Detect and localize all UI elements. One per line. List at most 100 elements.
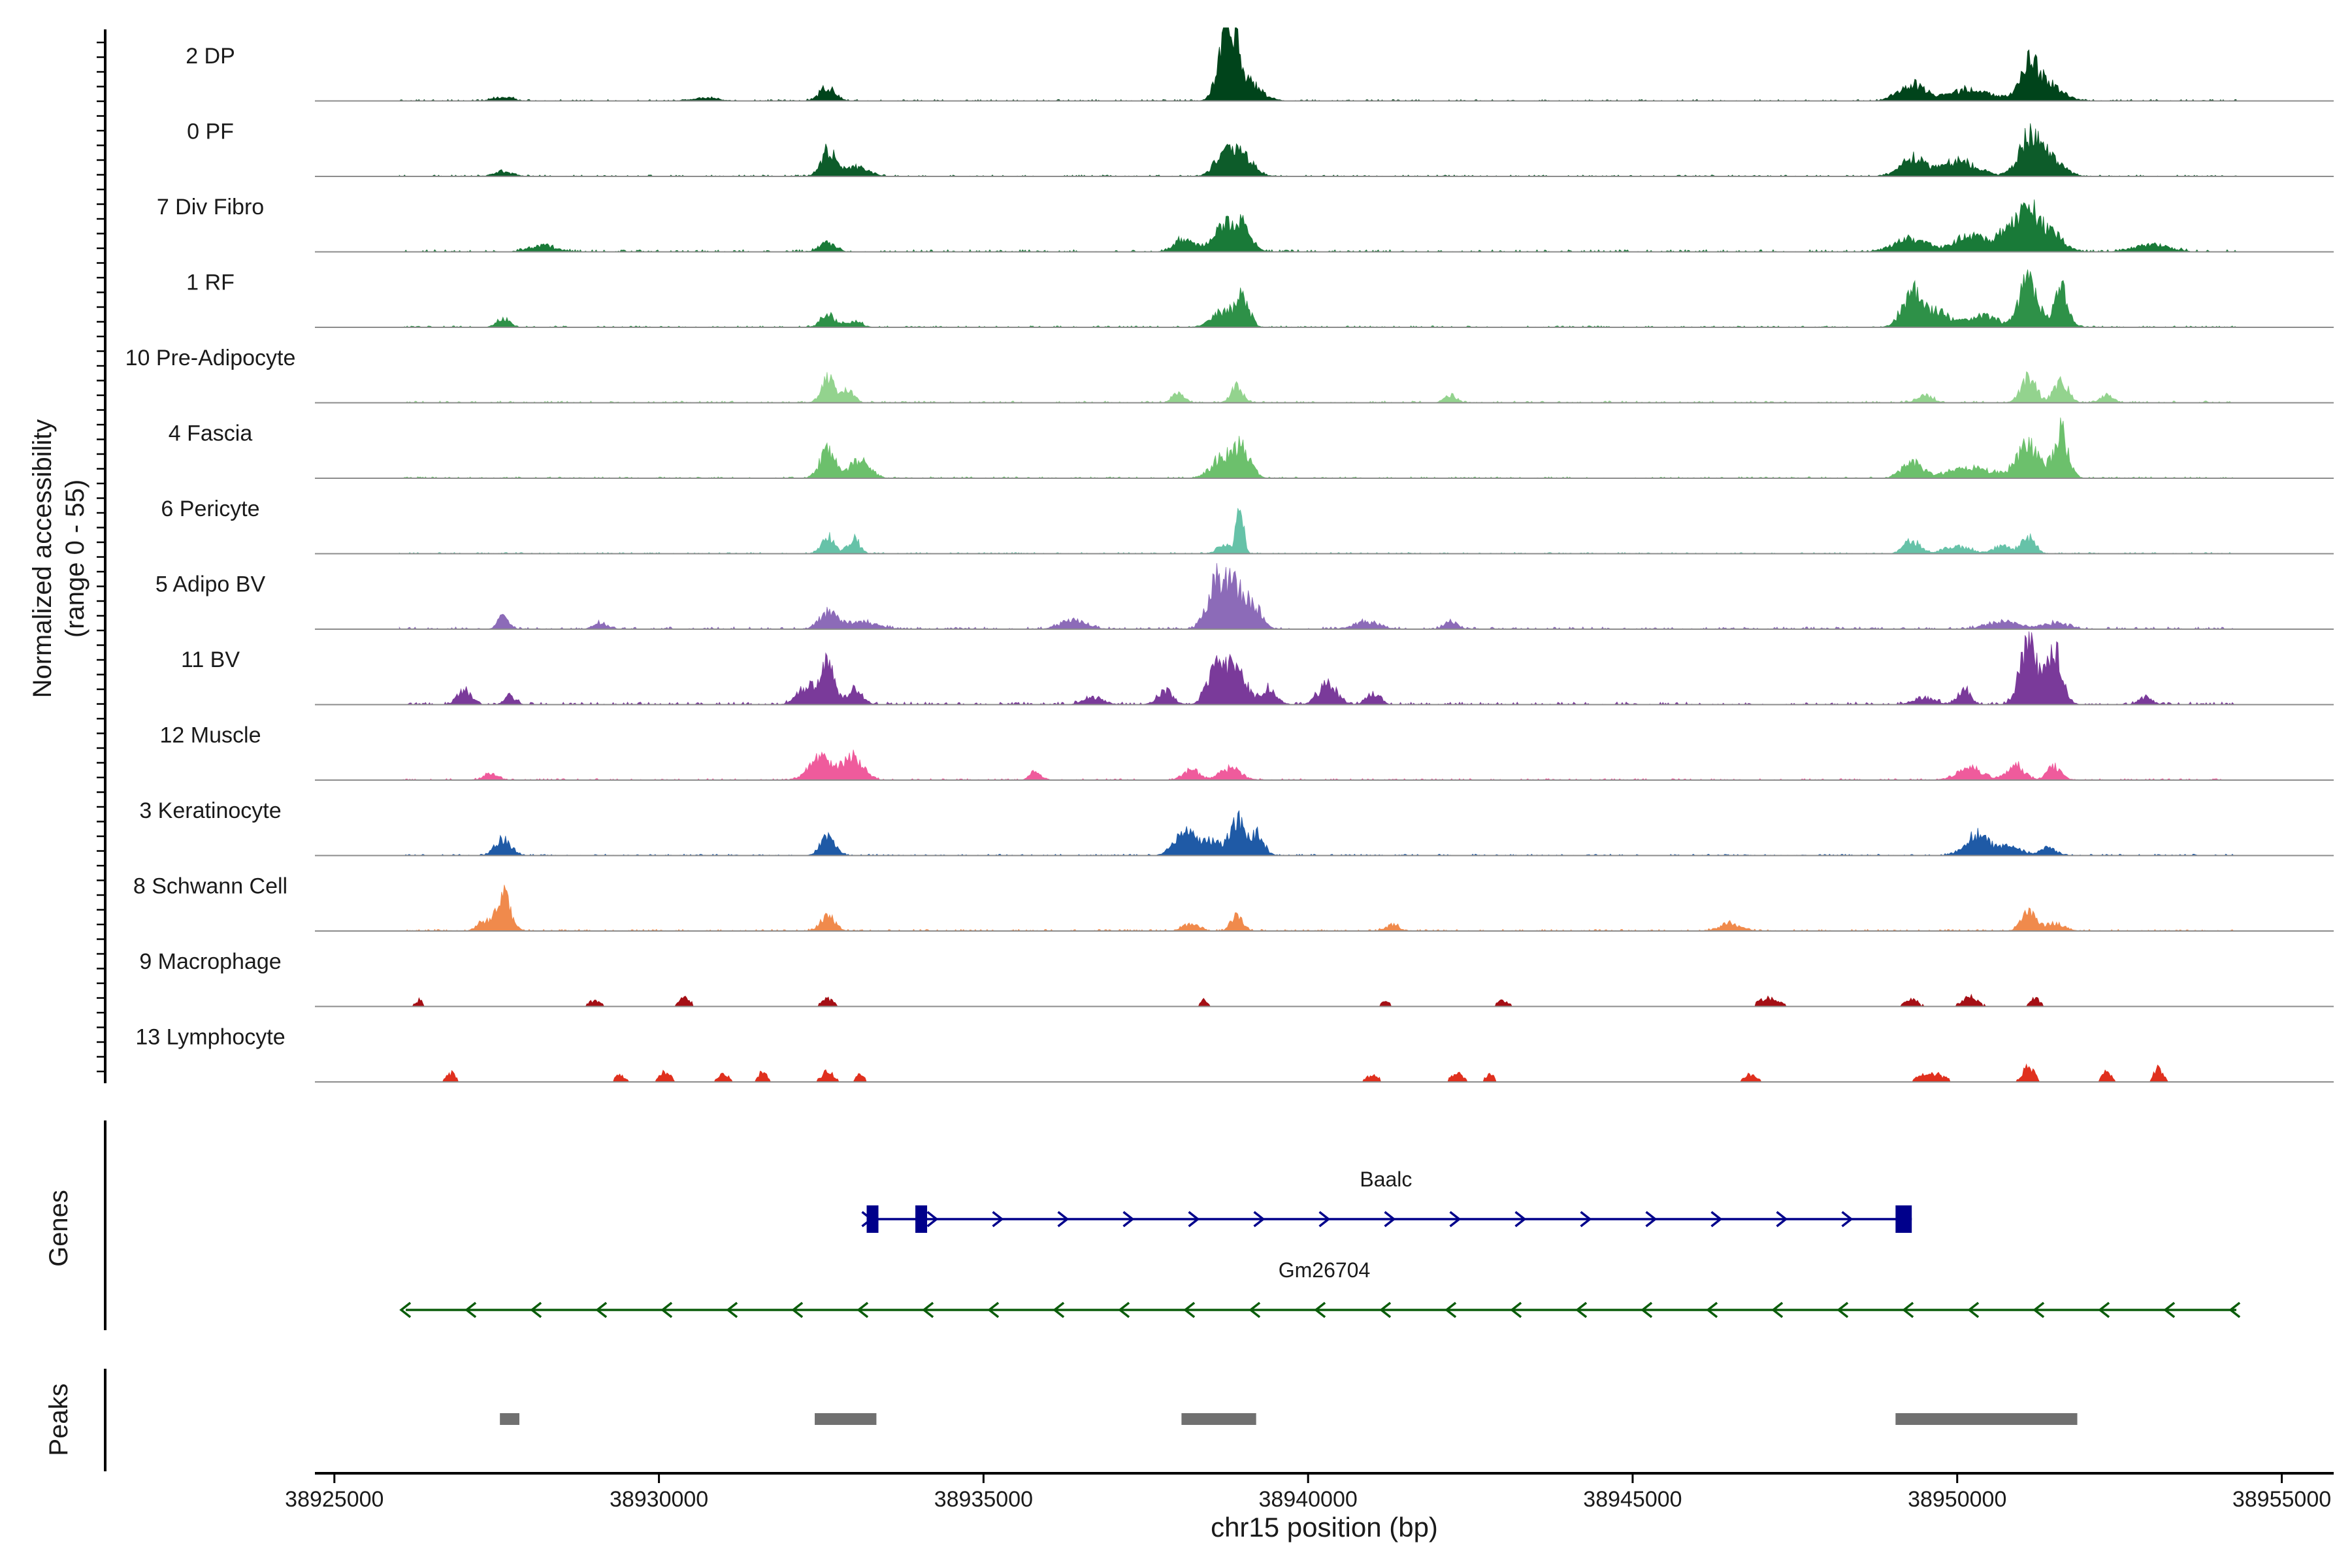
strand-arrow — [1514, 1211, 1527, 1228]
strand-arrow — [1575, 1301, 1588, 1318]
strand-arrow — [1118, 1301, 1130, 1318]
strand-arrow — [1837, 1301, 1849, 1318]
track-12: 8 Schwann Cell — [133, 874, 2334, 932]
coverage-area — [399, 885, 2236, 932]
gene-Baalc: Baalc — [861, 1168, 1912, 1233]
track-label: 10 Pre-Adipocyte — [125, 346, 296, 370]
strand-arrow — [1314, 1301, 1326, 1318]
strand-arrow — [987, 1301, 1000, 1318]
peaks-axis-label: Peaks — [44, 1383, 73, 1456]
track-13: 9 Macrophage — [139, 949, 2334, 1007]
strand-arrow — [1706, 1301, 1718, 1318]
track-label: 12 Muscle — [160, 723, 261, 748]
strand-arrow — [2229, 1301, 2241, 1318]
track-1: 2 DP — [186, 27, 2334, 102]
strand-arrow — [1122, 1211, 1135, 1228]
coverage-area — [399, 631, 2236, 706]
coverage-area — [399, 269, 2238, 328]
track-label: 11 BV — [181, 647, 240, 672]
coverage-tracks: 2 DP 0 PF 7 Div Fibro 1 RF 10 Pre-Adipocyte 4… — [125, 27, 2334, 1083]
strand-arrow — [1902, 1301, 1914, 1318]
coverage-area — [399, 123, 2237, 177]
track-label: 6 Pericyte — [161, 497, 259, 521]
track-8: 5 Adipo BV — [155, 563, 2334, 630]
y-axis — [97, 29, 106, 1471]
track-label: 7 Div Fibro — [157, 195, 264, 220]
coverage-area — [399, 1063, 2236, 1083]
track-4: 1 RF — [186, 269, 2334, 328]
strand-arrow — [1318, 1211, 1331, 1228]
strand-arrow — [922, 1301, 934, 1318]
exon — [866, 1205, 879, 1233]
strand-arrow — [595, 1301, 608, 1318]
strand-arrow — [1771, 1301, 1784, 1318]
strand-arrow — [992, 1211, 1004, 1228]
x-tick-label: 38950000 — [1908, 1487, 2006, 1512]
strand-arrow — [726, 1301, 738, 1318]
strand-arrow — [1249, 1301, 1261, 1318]
strand-arrow — [2033, 1301, 2045, 1318]
gene-name: Gm26704 — [1279, 1258, 1371, 1282]
strand-arrow — [2098, 1301, 2110, 1318]
strand-arrow — [1449, 1211, 1462, 1228]
strand-arrow — [791, 1301, 804, 1318]
coverage-area — [399, 371, 2237, 404]
exon — [1895, 1205, 1912, 1233]
strand-arrow — [1776, 1211, 1788, 1228]
track-label: 4 Fascia — [169, 421, 253, 446]
strand-arrow — [1580, 1211, 1592, 1228]
peak-region — [500, 1413, 519, 1425]
track-label: 2 DP — [186, 44, 235, 69]
strand-arrow — [1384, 1211, 1396, 1228]
coverage-area — [399, 417, 2236, 479]
strand-arrow — [465, 1301, 477, 1318]
track-10: 12 Muscle — [160, 723, 2334, 781]
strand-arrow — [1445, 1301, 1457, 1318]
gene-name: Baalc — [1360, 1168, 1412, 1191]
x-tick-label: 38955000 — [2232, 1487, 2331, 1512]
coverage-area — [399, 810, 2236, 857]
x-tick-label: 38940000 — [1259, 1487, 1358, 1512]
strand-arrow — [1710, 1211, 1723, 1228]
track-3: 7 Div Fibro — [157, 195, 2334, 253]
strand-arrow — [1641, 1301, 1653, 1318]
strand-arrow — [1053, 1301, 1065, 1318]
strand-arrow — [1841, 1211, 1854, 1228]
coverage-area — [399, 27, 2237, 102]
track-5: 10 Pre-Adipocyte — [125, 346, 2334, 404]
genes-axis-label: Genes — [44, 1190, 73, 1267]
track-label: 9 Macrophage — [139, 949, 281, 974]
track-14: 13 Lymphocyte — [135, 1025, 2334, 1083]
strand-arrow — [399, 1301, 412, 1318]
gene-Gm26704: Gm26704 — [399, 1258, 2241, 1318]
peak-region — [1181, 1413, 1256, 1425]
track-9: 11 BV — [181, 631, 2334, 706]
track-label: 8 Schwann Cell — [133, 874, 287, 899]
x-axis-label: chr15 position (bp) — [1211, 1512, 1438, 1543]
strand-arrow — [1379, 1301, 1392, 1318]
track-6: 4 Fascia — [169, 417, 2334, 479]
coverage-area — [399, 508, 2236, 555]
strand-arrow — [926, 1211, 939, 1228]
coverage-area — [399, 749, 2237, 781]
coverage-area — [399, 563, 2237, 630]
track-label: 0 PF — [187, 120, 234, 144]
strand-arrow — [530, 1301, 542, 1318]
track-label: 1 RF — [186, 270, 235, 295]
track-7: 6 Pericyte — [161, 497, 2334, 555]
strand-arrow — [2163, 1301, 2176, 1318]
x-axis: 38925000 38930000 38935000 38940000 38945000… — [285, 1472, 2334, 1512]
track-2: 0 PF — [187, 120, 2334, 177]
strand-arrow — [1253, 1211, 1266, 1228]
strand-arrow — [857, 1301, 869, 1318]
strand-arrow — [1645, 1211, 1658, 1228]
x-tick-label: 38930000 — [610, 1487, 708, 1512]
strand-arrow — [661, 1301, 673, 1318]
track-label: 5 Adipo BV — [155, 572, 266, 597]
peaks-panel — [500, 1413, 2078, 1425]
strand-arrow — [1510, 1301, 1522, 1318]
track-11: 3 Keratinocyte — [139, 798, 2334, 857]
y-axis-label-line1: Normalized accessibility — [28, 419, 57, 698]
y-axis-label-line2: (range 0 - 55) — [61, 480, 90, 638]
